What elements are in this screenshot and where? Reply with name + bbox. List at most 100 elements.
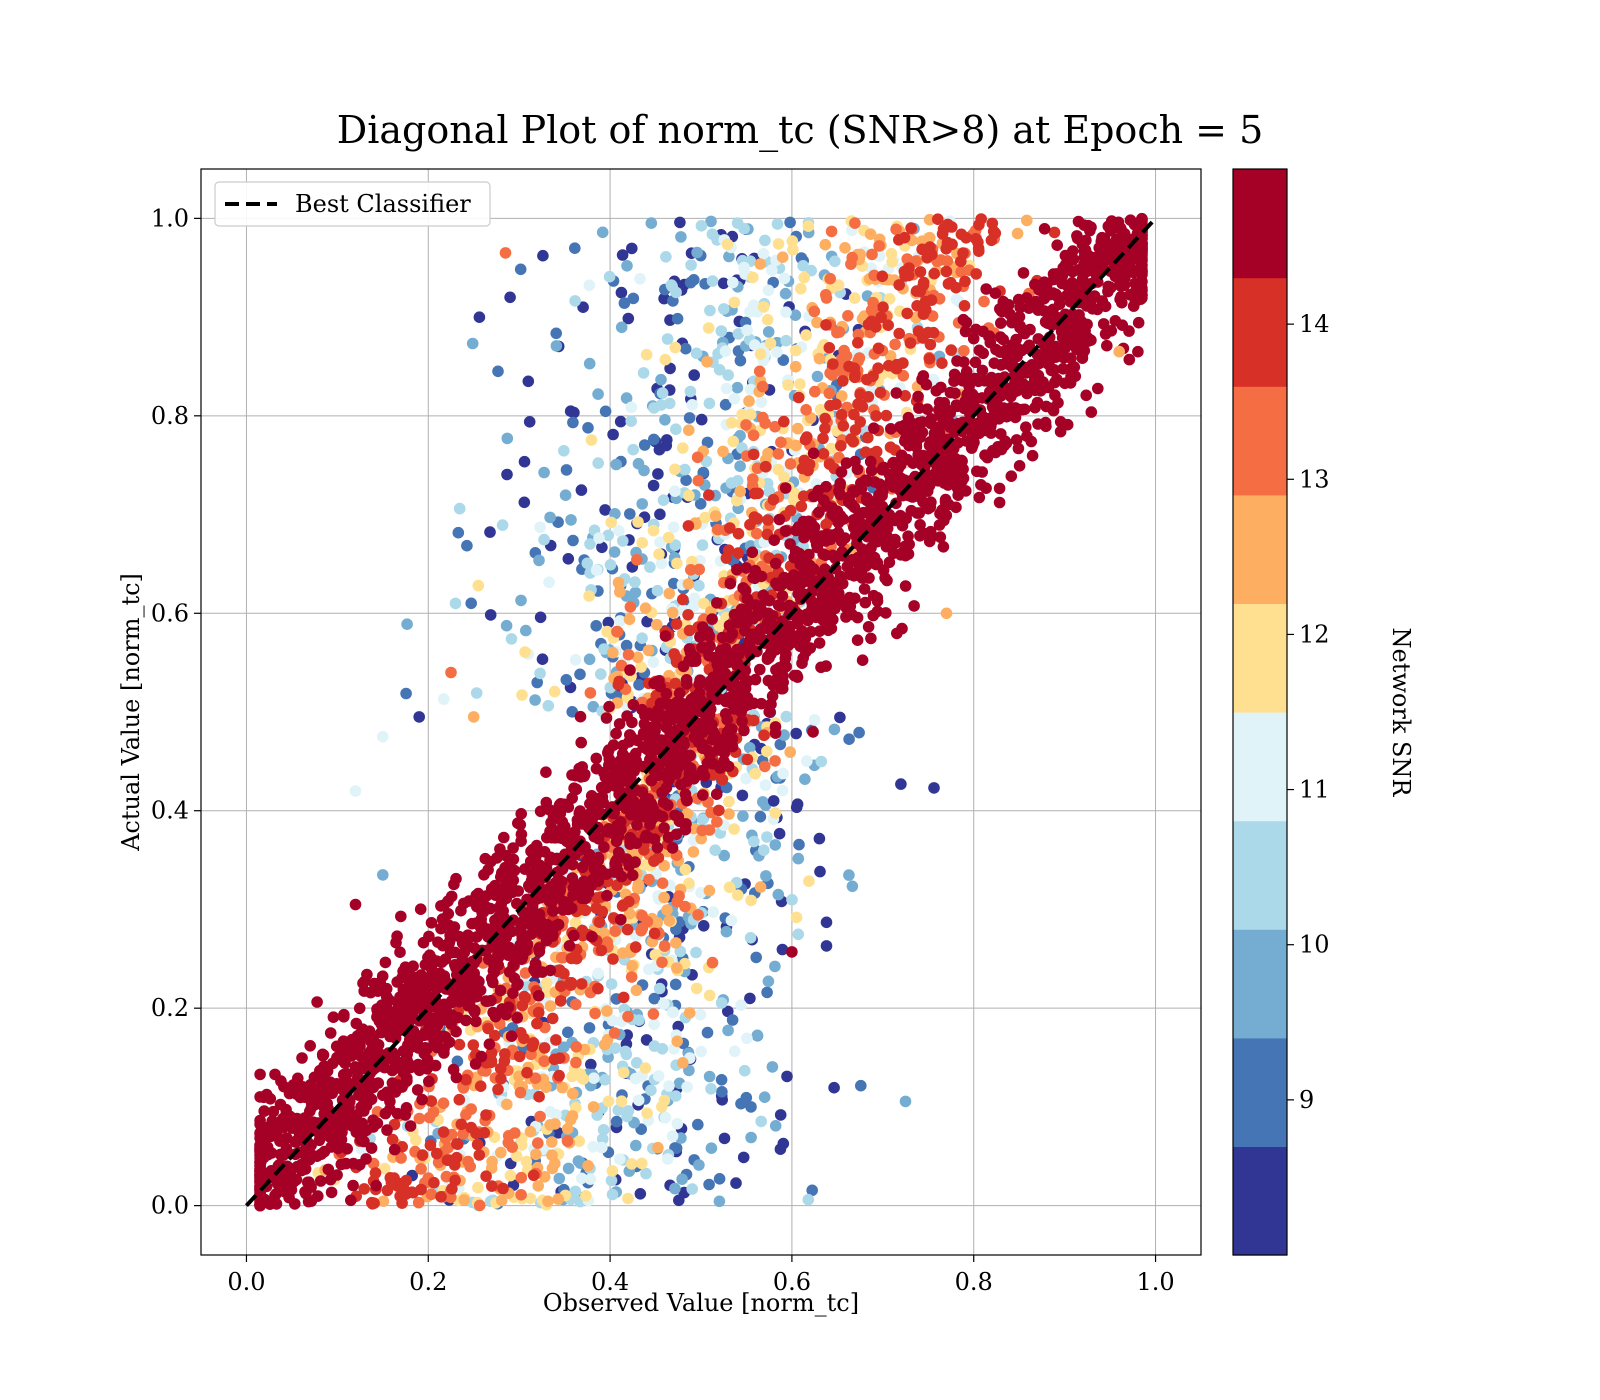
- scatter-point: [632, 516, 644, 528]
- scatter-point: [683, 424, 695, 437]
- scatter-point: [627, 443, 639, 456]
- scatter-point: [575, 978, 588, 990]
- scatter-point: [817, 614, 829, 626]
- scatter-point: [574, 1068, 587, 1080]
- scatter-point: [797, 490, 810, 503]
- scatter-point: [970, 323, 982, 336]
- scatter-point: [669, 539, 682, 551]
- scatter-point: [617, 739, 629, 752]
- scatter-point: [899, 390, 911, 402]
- scatter-point: [601, 936, 613, 948]
- scatter-point: [609, 1042, 621, 1054]
- scatter-point: [529, 694, 541, 706]
- scatter-point: [744, 408, 757, 421]
- scatter-point: [657, 494, 670, 507]
- scatter-point: [598, 927, 610, 940]
- scatter-point: [791, 617, 804, 630]
- scatter-point: [716, 1086, 728, 1098]
- scatter-point: [507, 987, 519, 999]
- scatter-point: [762, 674, 775, 687]
- scatter-point: [693, 563, 705, 576]
- scatter-point: [778, 415, 790, 428]
- scatter-point: [648, 1018, 660, 1031]
- scatter-point: [855, 483, 868, 495]
- scatter-point: [573, 762, 585, 775]
- scatter-point: [716, 773, 729, 786]
- scatter-point: [648, 433, 660, 446]
- scatter-point: [587, 1141, 599, 1153]
- scatter-point: [274, 1098, 287, 1111]
- scatter-point: [542, 700, 555, 712]
- scatter-point: [618, 297, 631, 309]
- scatter-point: [532, 1137, 544, 1149]
- scatter-point: [769, 1120, 782, 1132]
- scatter-point: [720, 925, 733, 938]
- scatter-point: [774, 1109, 787, 1121]
- scatter-point: [703, 489, 715, 501]
- scatter-point: [1068, 361, 1081, 373]
- scatter-point: [485, 1047, 498, 1059]
- scatter-point: [827, 613, 839, 626]
- scatter-point: [688, 600, 700, 613]
- scatter-point: [786, 894, 798, 906]
- scatter-point: [731, 381, 744, 394]
- scatter-point: [518, 496, 531, 509]
- scatter-point: [1029, 384, 1041, 397]
- scatter-point: [680, 674, 693, 686]
- scatter-point: [666, 606, 679, 619]
- scatter-point: [523, 416, 536, 428]
- scatter-point: [615, 659, 628, 672]
- scatter-point: [669, 978, 682, 991]
- scatter-point: [534, 1110, 546, 1123]
- scatter-point: [916, 426, 929, 439]
- scatter-point: [759, 779, 772, 791]
- scatter-point: [561, 1123, 574, 1135]
- scatter-point: [638, 858, 650, 871]
- scatter-point: [656, 956, 668, 969]
- scatter-point: [457, 1128, 469, 1140]
- scatter-point: [401, 618, 413, 630]
- scatter-point: [429, 1059, 442, 1072]
- scatter-point: [656, 387, 669, 399]
- scatter-point: [496, 867, 508, 879]
- scatter-point: [617, 991, 630, 1004]
- scatter-point: [404, 1120, 417, 1132]
- scatter-point: [1136, 254, 1148, 267]
- scatter-point: [587, 700, 600, 713]
- scatter-point: [415, 1163, 427, 1175]
- scatter-point: [1071, 232, 1084, 245]
- scatter-point: [1132, 345, 1144, 358]
- scatter-point: [656, 1101, 668, 1113]
- scatter-point: [889, 338, 901, 351]
- scatter-point: [649, 949, 662, 961]
- scatter-point: [603, 700, 615, 713]
- scatter-point: [582, 422, 594, 434]
- scatter-point: [780, 306, 792, 319]
- scatter-point: [437, 1126, 450, 1138]
- scatter-point: [676, 1173, 688, 1185]
- scatter-point: [670, 618, 683, 630]
- scatter-point: [710, 788, 723, 800]
- scatter-point: [884, 441, 897, 454]
- scatter-point: [760, 870, 772, 882]
- scatter-point: [654, 508, 666, 521]
- scatter-point: [637, 367, 650, 379]
- scatter-point: [668, 762, 681, 774]
- scatter-point: [759, 760, 771, 773]
- scatter-point: [836, 352, 848, 365]
- scatter-point: [592, 854, 605, 866]
- scatter-point: [685, 259, 697, 271]
- scatter-point: [431, 969, 443, 982]
- scatter-point: [533, 554, 545, 567]
- scatter-point: [815, 755, 828, 768]
- scatter-point: [614, 415, 627, 428]
- scatter-point: [683, 624, 696, 637]
- scatter-point: [524, 1192, 537, 1205]
- scatter-point: [893, 327, 905, 340]
- scatter-point: [590, 564, 603, 576]
- scatter-point: [609, 925, 621, 937]
- scatter-point: [612, 679, 625, 691]
- scatter-point: [711, 816, 723, 828]
- scatter-point: [673, 1194, 685, 1207]
- scatter-point: [865, 315, 878, 328]
